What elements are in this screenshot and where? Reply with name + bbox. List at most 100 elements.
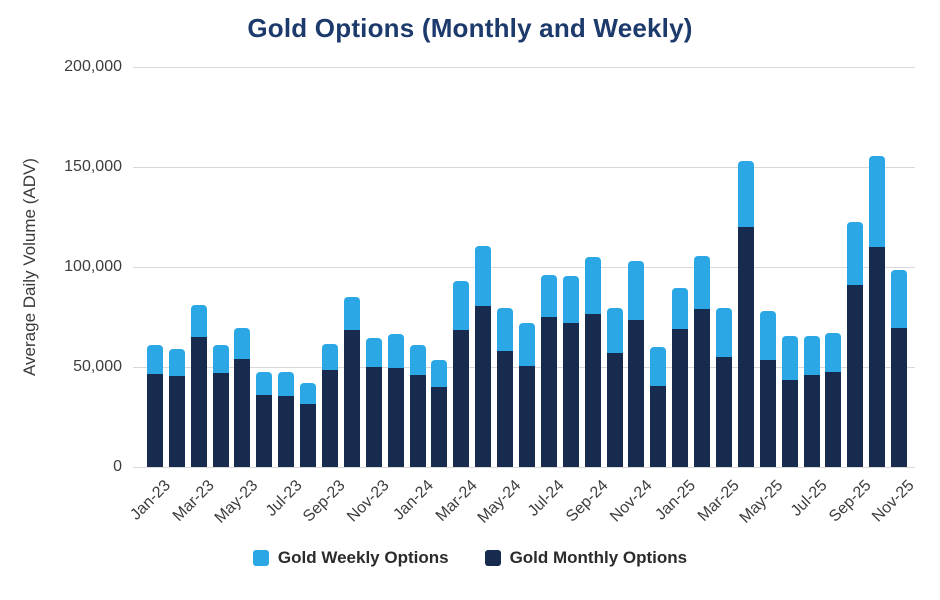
bar-segment-weekly-Apr-24 <box>475 246 492 306</box>
x-axis-tick-label: Jan-24 <box>389 477 437 524</box>
gridline <box>133 267 915 268</box>
x-axis-tick-label: Jul-23 <box>262 477 306 520</box>
bar-segment-weekly-Apr-25 <box>737 161 754 227</box>
bar-segment-weekly-Dec-24 <box>650 347 667 386</box>
x-axis-tick-label: Nov-23 <box>344 477 393 526</box>
bar-segment-monthly-May-23 <box>234 359 251 467</box>
bar-segment-weekly-Oct-23 <box>343 297 360 330</box>
bar-segment-weekly-Jan-25 <box>672 288 689 329</box>
y-axis-tick-label: 0 <box>113 458 122 475</box>
bar-segment-weekly-Jul-23 <box>278 372 295 396</box>
y-axis-tick-label: 150,000 <box>64 158 122 175</box>
bar-segment-weekly-Aug-24 <box>562 276 579 323</box>
bar-segment-monthly-Dec-24 <box>650 386 667 467</box>
bar-segment-monthly-Jan-25 <box>672 329 689 467</box>
bar-segment-monthly-Feb-25 <box>694 309 711 467</box>
x-axis-tick-label: May-24 <box>474 477 525 527</box>
bar-segment-weekly-Mar-24 <box>453 281 470 330</box>
legend-item-weekly: Gold Weekly Options <box>252 548 449 568</box>
x-axis-tick-label: Nov-24 <box>606 477 656 526</box>
x-axis-tick-label: Jul-25 <box>787 477 831 520</box>
legend-swatch-weekly-icon <box>252 550 269 566</box>
bar-segment-monthly-Nov-25 <box>891 328 908 467</box>
x-axis-tick-label: Sep-25 <box>825 477 875 526</box>
bar-segment-monthly-Jun-25 <box>781 380 798 467</box>
bar-segment-weekly-Jul-24 <box>540 275 557 317</box>
bar-segment-monthly-Mar-23 <box>190 337 207 467</box>
bar-segment-weekly-Nov-24 <box>628 261 645 320</box>
bar-segment-weekly-Nov-23 <box>365 338 382 367</box>
bar-segment-weekly-Oct-24 <box>606 308 623 353</box>
bar-segment-monthly-Feb-23 <box>168 376 185 467</box>
legend-swatch-monthly-icon <box>484 550 501 566</box>
gridline <box>133 167 915 168</box>
bar-segment-monthly-Sep-24 <box>584 314 601 467</box>
y-axis-tick-label: 200,000 <box>64 58 122 75</box>
x-axis-tick-label: Nov-25 <box>869 477 919 526</box>
bar-segment-monthly-Dec-23 <box>387 368 404 467</box>
bar-segment-monthly-Feb-24 <box>431 387 448 467</box>
bar-segment-weekly-Jun-25 <box>781 336 798 380</box>
bar-segment-weekly-Jun-23 <box>256 372 273 395</box>
legend-item-monthly: Gold Monthly Options <box>484 548 688 568</box>
bar-segment-weekly-Sep-25 <box>847 222 864 285</box>
bar-segment-weekly-Dec-23 <box>387 334 404 368</box>
bar-segment-weekly-Feb-24 <box>431 360 448 387</box>
bar-segment-weekly-May-25 <box>759 311 776 360</box>
bar-segment-monthly-Jun-24 <box>519 366 535 467</box>
bar-segment-weekly-Jun-24 <box>519 323 535 366</box>
bar-segment-weekly-Oct-25 <box>869 156 886 247</box>
bar-segment-monthly-Jul-25 <box>803 375 820 467</box>
x-axis-tick-label: Mar-24 <box>432 477 481 525</box>
bar-segment-weekly-May-23 <box>234 328 251 359</box>
bar-segment-monthly-Jul-23 <box>278 396 295 467</box>
bar-segment-weekly-Aug-25 <box>825 333 842 372</box>
bar-segment-monthly-Nov-24 <box>628 320 645 467</box>
x-axis-tick-label: Jul-24 <box>525 477 568 520</box>
bar-segment-monthly-Aug-25 <box>825 372 842 467</box>
bar-segment-monthly-Mar-24 <box>453 330 470 467</box>
bar-segment-weekly-Feb-23 <box>168 349 185 376</box>
legend: Gold Weekly Options Gold Monthly Options <box>0 548 940 568</box>
bar-segment-weekly-Jan-23 <box>146 345 163 374</box>
x-axis-tick-label: Sep-24 <box>563 477 612 526</box>
bar-segment-monthly-Aug-23 <box>300 404 317 467</box>
y-axis-tick-label: 50,000 <box>73 358 122 375</box>
bar-segment-monthly-Jan-24 <box>409 375 426 467</box>
bar-segment-weekly-Sep-23 <box>322 344 339 370</box>
bar-segment-weekly-Jan-24 <box>409 345 426 375</box>
bar-segment-weekly-Apr-23 <box>212 345 229 373</box>
bar-segment-weekly-Mar-23 <box>190 305 207 337</box>
bar-segment-monthly-Oct-24 <box>606 353 623 467</box>
x-axis-tick-label: Mar-25 <box>695 477 744 525</box>
bar-segment-weekly-May-24 <box>497 308 514 351</box>
bar-segment-weekly-Sep-24 <box>584 257 601 314</box>
bar-segment-weekly-Nov-25 <box>891 270 908 328</box>
bar-segment-monthly-Oct-25 <box>869 247 886 467</box>
x-axis-tick-label: Jan-23 <box>127 477 174 524</box>
y-axis-tick-label: 100,000 <box>64 258 122 275</box>
bar-segment-monthly-May-25 <box>759 360 776 467</box>
bar-segment-monthly-May-24 <box>497 351 514 467</box>
gridline <box>133 67 915 68</box>
bar-segment-monthly-Apr-24 <box>475 306 492 467</box>
x-axis-tick-label: Sep-23 <box>300 477 350 526</box>
gridline <box>133 467 915 468</box>
bar-segment-weekly-Mar-25 <box>715 308 732 357</box>
bar-segment-monthly-Sep-23 <box>322 370 339 467</box>
bar-segment-monthly-Jul-24 <box>540 317 557 467</box>
bar-segment-weekly-Jul-25 <box>803 336 820 375</box>
chart-title: Gold Options (Monthly and Weekly) <box>247 13 693 43</box>
legend-label-monthly: Gold Monthly Options <box>509 548 688 567</box>
x-axis-tick-label: May-23 <box>211 477 262 527</box>
x-axis-tick-label: Jan-25 <box>652 477 700 524</box>
bar-segment-monthly-Nov-23 <box>365 367 382 467</box>
bar-segment-monthly-Mar-25 <box>715 357 732 467</box>
bar-segment-weekly-Feb-25 <box>694 256 711 309</box>
bar-segment-weekly-Aug-23 <box>300 383 317 404</box>
bar-segment-monthly-Jan-23 <box>146 374 163 467</box>
bar-segment-monthly-Apr-25 <box>737 227 754 467</box>
x-axis-tick-label: Mar-23 <box>169 477 218 525</box>
bar-segment-monthly-Sep-25 <box>847 285 864 467</box>
bar-segment-monthly-Aug-24 <box>562 323 579 467</box>
